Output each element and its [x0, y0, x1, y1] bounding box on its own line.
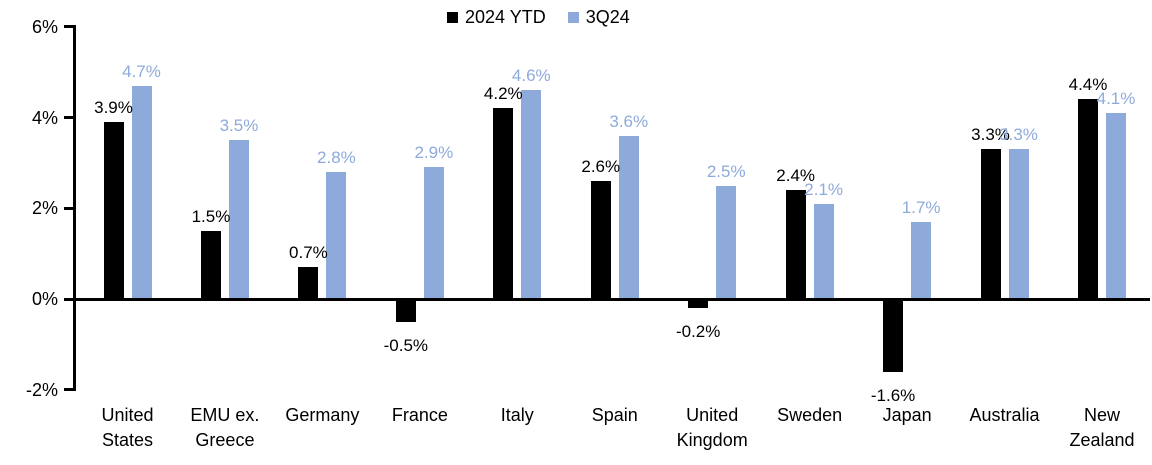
category-label-line: Spain [591, 405, 638, 425]
2024-ytd-bar-italy [493, 108, 514, 299]
3q24-value-label-united-kingdom: 2.5% [706, 161, 746, 181]
2024-ytd-value-label-australia: 3.3% [971, 125, 1010, 145]
category-label-united-states: United States [79, 403, 176, 453]
2024-ytd-bar-france [395, 299, 416, 322]
category-label-line: States [101, 430, 153, 450]
3q24-value-label-new-zealand: 4.1% [1096, 88, 1136, 108]
category-label-line: United [686, 405, 739, 425]
category-label-line: Kingdom [676, 430, 748, 450]
2024-ytd-bar-emu-ex-greece [200, 230, 221, 299]
category-label-line: New [1083, 405, 1120, 425]
category-label-line: Japan [882, 405, 932, 425]
category-label-japan: Japan [858, 403, 955, 428]
y-tick-2 [64, 206, 73, 210]
category-label-line: EMU ex. [190, 405, 260, 425]
3q24-value-label-japan: 1.7% [901, 197, 941, 217]
category-label-line: Germany [285, 405, 360, 425]
legend-label-3q24: 3Q24 [585, 7, 630, 27]
2024-ytd-value-label-italy: 4.2% [483, 84, 523, 104]
y-tick-label-6: 6% [31, 16, 58, 37]
3q24-bar-emu-ex-greece [228, 140, 249, 299]
3q24-bar-united-kingdom [716, 185, 737, 299]
y-tick-0 [64, 297, 73, 301]
category-label-united-kingdom: United Kingdom [663, 403, 760, 453]
3q24-value-label-sweden: 2.1% [804, 179, 844, 199]
category-label-australia: Australia [956, 403, 1053, 428]
y-tick-label-0: 0% [31, 289, 58, 309]
3q24-bar-france [423, 167, 444, 299]
category-label-france: France [371, 403, 468, 428]
3q24-bar-spain [618, 135, 639, 299]
3q24-bar-sweden [813, 203, 834, 299]
category-label-line: France [391, 405, 448, 425]
2024-ytd-value-label-france: -0.5% [383, 335, 429, 355]
3q24-bar-japan [911, 221, 932, 299]
2024-ytd-bar-germany [298, 267, 319, 299]
category-label-germany: Germany [274, 403, 371, 428]
2024-ytd-value-label-united-states: 3.9% [94, 98, 133, 118]
category-label-line: Greece [195, 430, 255, 450]
legend-swatch-2024-ytd [447, 12, 458, 23]
2024-ytd-value-label-united-kingdom: -0.2% [675, 322, 721, 342]
category-label-line: Italy [500, 405, 534, 425]
category-label-italy: Italy [469, 403, 566, 428]
2024-ytd-bar-spain [590, 181, 611, 299]
legend-swatch-3q24 [567, 12, 579, 23]
category-label-sweden: Sweden [761, 403, 858, 428]
3q24-bar-australia [1008, 149, 1029, 299]
y-tick-6 [64, 25, 73, 29]
2024-ytd-value-label-emu-ex-greece: 1.5% [191, 206, 231, 226]
2024-ytd-value-label-new-zealand: 4.4% [1068, 75, 1108, 95]
3q24-bar-united-states [131, 85, 152, 299]
2024-ytd-bar-united-kingdom [688, 299, 709, 309]
3q24-value-label-italy: 4.6% [511, 66, 551, 86]
category-label-line: Sweden [777, 405, 843, 425]
legend-item-3q24: 3Q24 [567, 7, 630, 28]
category-label-new-zealand: New Zealand [1053, 403, 1150, 453]
category-label-emu-ex-greece: EMU ex. Greece [176, 403, 273, 453]
3q24-bar-germany [326, 171, 347, 299]
y-tick-2 [64, 388, 73, 392]
2024-ytd-value-label-spain: 2.6% [581, 157, 621, 177]
3q24-value-label-united-states: 4.7% [122, 61, 161, 81]
y-tick-label-4: 4% [31, 107, 58, 128]
zero-baseline [73, 297, 1150, 301]
3q24-value-label-france: 2.9% [414, 143, 454, 163]
2024-ytd-value-label-japan: -1.6% [870, 385, 916, 405]
3q24-bar-new-zealand [1106, 112, 1126, 299]
2024-ytd-bar-new-zealand [1078, 99, 1098, 299]
category-label-spain: Spain [566, 403, 663, 428]
y-axis-line [73, 25, 76, 391]
3q24-value-label-germany: 2.8% [317, 147, 356, 167]
category-label-line: Australia [969, 405, 1040, 425]
legend-item-2024-ytd: 2024 YTD [447, 7, 546, 28]
legend: 2024 YTD 3Q24 [447, 7, 630, 28]
y-tick-label-2: 2% [31, 198, 58, 219]
3q24-value-label-emu-ex-greece: 3.5% [219, 116, 259, 136]
legend-label-2024-ytd: 2024 YTD [465, 7, 546, 27]
category-label-line: Zealand [1069, 430, 1135, 450]
2024-ytd-bar-japan [883, 299, 904, 372]
2024-ytd-bar-australia [980, 149, 1001, 299]
category-label-line: United [101, 405, 154, 425]
2024-ytd-value-label-sweden: 2.4% [776, 166, 816, 186]
3q24-value-label-spain: 3.6% [609, 111, 649, 131]
2024-ytd-bar-united-states [103, 122, 124, 299]
y-tick-4 [64, 116, 73, 119]
3q24-value-label-australia: 3.3% [999, 125, 1038, 145]
2024-ytd-bar-sweden [785, 190, 806, 299]
3q24-bar-italy [521, 90, 542, 299]
2024-ytd-value-label-germany: 0.7% [289, 243, 328, 263]
y-tick-label-2: -2% [25, 379, 58, 400]
